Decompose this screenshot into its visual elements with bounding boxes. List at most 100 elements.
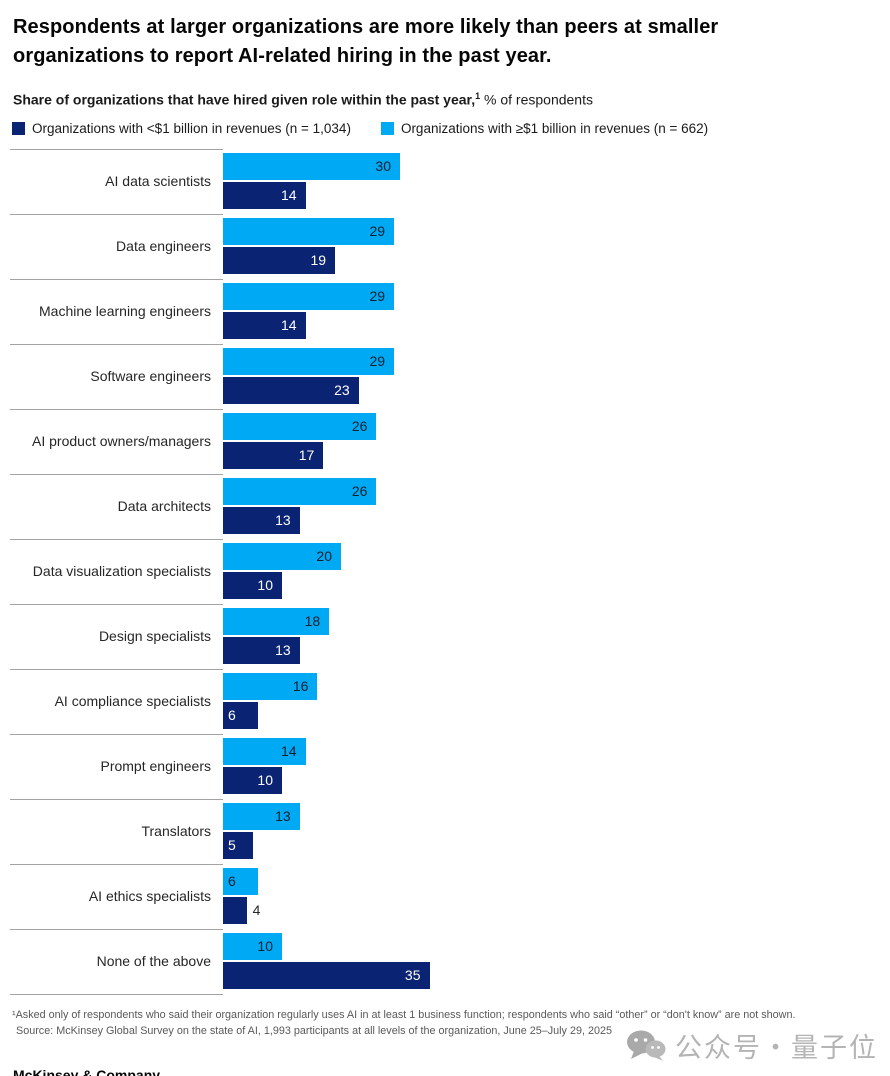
bar-value-label: 19 [310,252,327,269]
category-label: AI compliance specialists [54,692,211,709]
legend-label: Organizations with <$1 billion in revenu… [32,120,351,136]
bar-value-label: 13 [275,642,291,659]
row-divider [10,863,223,865]
chart-row: Data architects 26 13 [0,473,890,539]
bar-value-label: 5 [228,837,236,854]
bar-group: 26 17 [223,412,377,469]
bar-group: 29 14 [223,282,395,339]
legend-swatch-light-blue [380,121,394,135]
bar-group: 14 10 [223,737,306,794]
bar-group: 10 35 [223,932,430,989]
bar-value-label: 26 [351,418,368,435]
footnote-line: ¹Asked only of respondents who said thei… [12,1008,796,1021]
bar-group: 6 4 [223,867,260,924]
bar-small-orgs: 14 [223,311,306,339]
row-divider [10,538,223,540]
row-divider [10,928,223,930]
bar-small-orgs: 10 [223,571,282,599]
category-label: Prompt engineers [100,757,211,774]
category-label: Data engineers [116,237,211,254]
subtitle-bold: Share of organizations that have hired g… [13,91,476,108]
watermark: 公众号・量子位 [626,1026,878,1065]
wechat-icon [627,1030,666,1061]
row-divider [10,213,223,215]
bar-value-label: 29 [369,223,386,240]
category-label: Data architects [117,497,211,514]
bar-large-orgs: 6 [223,867,259,895]
row-divider [10,148,223,150]
chart-subtitle: Share of organizations that have hired g… [13,91,890,108]
category-label: Data visualization specialists [32,562,211,579]
bar-value-label: 14 [281,187,297,204]
category-label: Software engineers [90,367,211,384]
legend-label: Organizations with ≥$1 billion in revenu… [400,120,709,136]
bar-large-orgs: 29 [223,347,395,375]
bar-value-label: 13 [275,808,291,825]
bar-large-orgs: 29 [223,282,395,310]
source-line: Source: McKinsey Global Survey on the st… [16,1024,612,1037]
category-label: AI data scientists [105,172,211,189]
bar-large-orgs: 14 [223,737,306,765]
footnote-marker: 1 [475,91,481,101]
bar-value-label: 29 [369,353,386,370]
bar-group: 16 6 [223,672,318,729]
bar-value-label: 14 [281,743,297,760]
chart-row: None of the above 10 35 [0,928,890,994]
bar-value-label: 26 [351,483,368,500]
bar-value-label: 13 [275,512,291,529]
legend-item-small-orgs: Organizations with <$1 billion in revenu… [12,121,351,136]
bar-large-orgs: 30 [223,152,400,180]
row-divider [10,668,223,670]
bar-large-orgs: 20 [223,542,341,570]
bar-group: 29 19 [223,217,395,274]
chart: AI data scientists 30 14 Data engineers … [0,148,890,994]
bar-small-orgs: 35 [223,961,430,989]
bar-value-label: 20 [316,548,332,565]
bar-group: 30 14 [223,152,400,209]
category-label: Translators [141,822,211,839]
chart-row: Design specialists 18 13 [0,603,890,669]
bar-value-label: 35 [404,967,421,984]
subtitle-regular: % of respondents [480,91,593,108]
bar-value-label: 6 [228,873,236,890]
category-label: Machine learning engineers [39,302,211,319]
chart-row: AI ethics specialists 6 4 [0,863,890,929]
bar-value-label: 14 [281,317,297,334]
bar-value-label: 10 [257,577,273,594]
bar-value-label: 17 [298,447,315,464]
bar-small-orgs: 6 [223,701,259,729]
bar-group: 18 13 [223,607,330,664]
bar-small-orgs: 13 [223,636,300,664]
category-label: AI ethics specialists [88,887,211,904]
bar-value-label: 4 [252,902,261,919]
chart-legend: Organizations with <$1 billion in revenu… [12,121,890,136]
row-divider [10,798,223,800]
bar-large-orgs: 13 [223,802,300,830]
bar-small-orgs: 13 [223,506,300,534]
page-title: Respondents at larger organizations are … [13,16,719,67]
row-divider [10,343,223,345]
bar-large-orgs: 26 [223,477,377,505]
bar-small-orgs: 4 [223,896,260,924]
mckinsey-brand: McKinsey & Company [13,1067,161,1076]
bar-value-label: 18 [304,613,321,630]
chart-row: Data engineers 29 19 [0,213,890,279]
legend-item-large-orgs: Organizations with ≥$1 billion in revenu… [380,120,709,136]
bar-small-orgs: 19 [223,246,336,274]
bar-group: 20 10 [223,542,341,599]
bar-value-label: 6 [228,707,236,724]
bar-value-label: 23 [334,382,350,399]
row-divider [10,473,223,475]
chart-footnotes: ¹Asked only of respondents who said thei… [12,1007,890,1039]
row-divider [10,603,223,605]
chart-row: Data visualization specialists 20 10 [0,538,890,604]
bar-group: 26 13 [223,477,377,534]
chart-row: Machine learning engineers 29 14 [0,278,890,344]
chart-row: AI compliance specialists 16 6 [0,668,890,734]
bar-large-orgs: 18 [223,607,330,635]
bar-large-orgs: 26 [223,412,377,440]
row-divider [10,733,223,735]
bar-value-label: 16 [292,678,309,695]
chart-row: Software engineers 29 23 [0,343,890,409]
chart-row: Translators 13 5 [0,798,890,864]
